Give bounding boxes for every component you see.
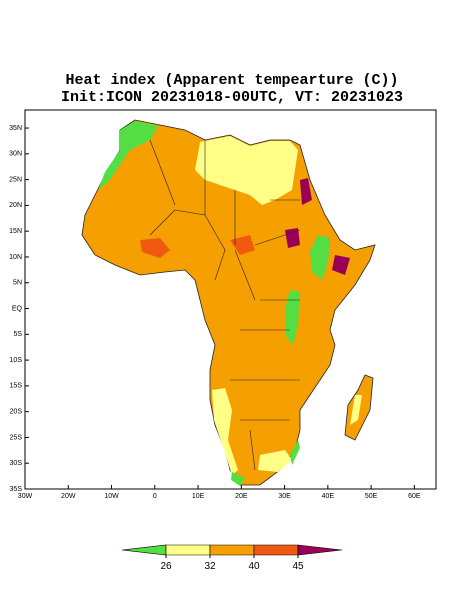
horn-hot (332, 255, 350, 275)
lon-tick-label: 20E (235, 493, 248, 500)
lat-tick-label: 20N (9, 202, 22, 209)
lat-tick-label: 5N (13, 280, 22, 287)
sahara-cool (195, 136, 298, 205)
lon-tick-label: 50E (365, 493, 378, 500)
eritrea-hot (285, 228, 300, 248)
colorbar: 26 32 40 45 (121, 544, 343, 572)
colorbar-label: 32 (204, 561, 216, 572)
drakensberg-cool (258, 450, 292, 472)
lon-tick-label: 40E (322, 493, 335, 500)
lat-tick-label: 35N (9, 125, 22, 132)
lat-tick-label: 10S (10, 357, 23, 364)
lon-tick-label: 30W (18, 493, 33, 500)
lat-tick-label: 25N (9, 176, 22, 183)
map-frame (24, 109, 437, 490)
country-borders (149, 139, 301, 471)
lat-tick-label: EQ (12, 305, 23, 312)
lon-tick-label: 30E (278, 493, 291, 500)
lat-tick-label: 10N (9, 254, 22, 261)
cape-green (231, 472, 245, 486)
title: Heat index (Apparent tempearture (C)) (65, 72, 398, 89)
subtitle: Init:ICON 20231018-00UTC, VT: 20231023 (61, 89, 403, 106)
lon-tick-label: 20W (61, 493, 76, 500)
atlas-green (98, 121, 158, 190)
lat-tick-label: 30N (9, 151, 22, 158)
lat-tick-label: 15S (10, 383, 23, 390)
ethiopia-green (310, 235, 330, 280)
colorbar-label: 40 (248, 561, 260, 572)
lat-tick-label: 20S (10, 408, 23, 415)
madagascar-cool (350, 395, 362, 425)
sahel-hot (140, 238, 170, 258)
colorbar-label: 45 (292, 561, 304, 572)
lon-tick-label: 10W (104, 493, 119, 500)
colorbar-label: 26 (160, 561, 172, 572)
sudan-hot (230, 235, 255, 255)
lon-tick-label: 10E (192, 493, 205, 500)
lat-tick-label: 25S (10, 434, 23, 441)
lon-tick-label: 60E (408, 493, 421, 500)
southwest-cool (212, 388, 238, 475)
lat-tick-label: 5S (13, 331, 22, 338)
lat-tick-label: 15N (9, 228, 22, 235)
lat-tick-label: 30S (10, 460, 23, 467)
lat-tick-label: 35S (10, 486, 23, 493)
colorbar-segment (297, 544, 343, 556)
colorbar-segment (165, 544, 211, 556)
map (81, 119, 376, 486)
redsea-hot (300, 178, 312, 205)
rift-green (285, 290, 300, 345)
colorbar-segment (253, 544, 299, 556)
natal-green (290, 440, 300, 465)
lon-tick-label: 0 (153, 493, 157, 500)
africa-land (81, 119, 376, 486)
colorbar-segment (209, 544, 255, 556)
